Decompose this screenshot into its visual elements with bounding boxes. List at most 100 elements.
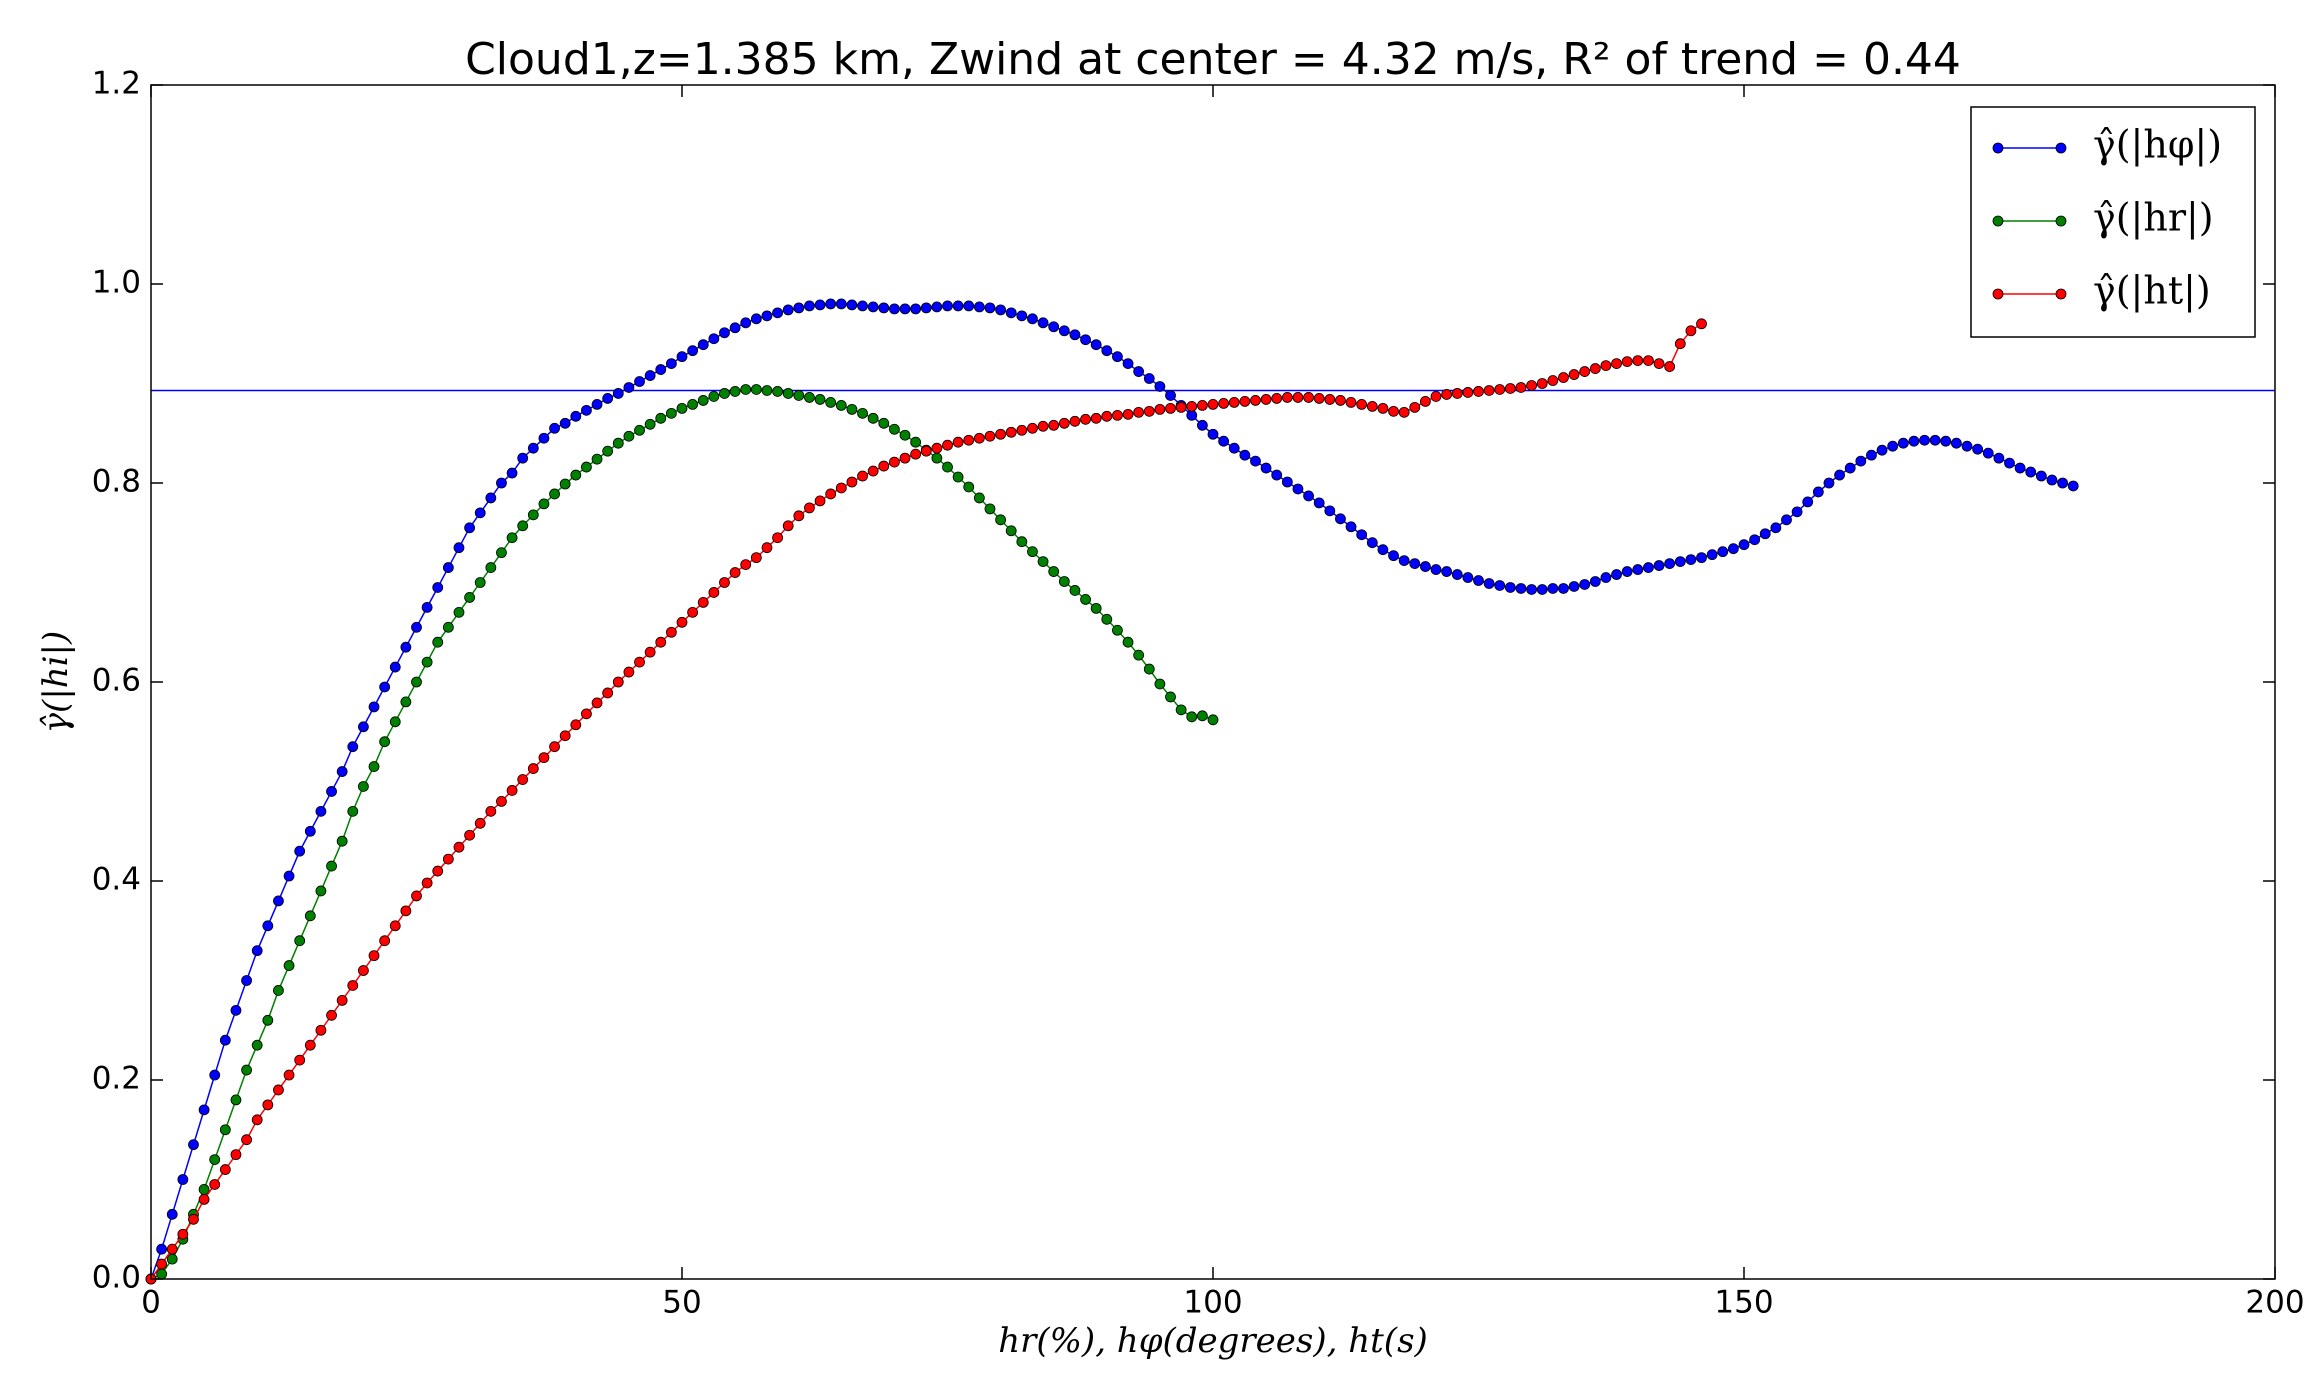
y-tick-label: 1.0: [92, 265, 141, 301]
data-point: [527, 509, 539, 521]
data-point: [1027, 422, 1038, 434]
data-point: [421, 877, 433, 889]
data-point: [570, 410, 582, 422]
data-point: [984, 302, 996, 314]
data-point: [835, 482, 847, 494]
data-point: [411, 890, 422, 902]
data-point: [517, 774, 529, 785]
x-tick-label: 50: [662, 1285, 701, 1321]
data-point: [1770, 522, 1782, 534]
legend: γ̂(|hφ|) γ̂(|hr|) γ̂(|ht|): [1970, 106, 2256, 338]
data-point: [995, 304, 1006, 316]
data-point: [1430, 391, 1442, 402]
data-point: [719, 388, 730, 399]
data-point: [1090, 412, 1102, 424]
data-point: [676, 616, 688, 628]
data-point: [198, 1184, 210, 1195]
data-point: [1515, 583, 1527, 594]
data-point: [2067, 480, 2079, 492]
data-point: [581, 708, 592, 720]
data-point: [1706, 549, 1718, 561]
data-point: [156, 1258, 168, 1270]
data-point: [952, 300, 964, 312]
data-point: [1972, 443, 1984, 455]
data-point: [984, 503, 996, 515]
data-point: [1632, 355, 1644, 367]
data-point: [1919, 434, 1930, 446]
data-point: [166, 1253, 178, 1265]
data-point: [1940, 435, 1952, 447]
data-point: [336, 995, 348, 1006]
legend-marker: [1992, 142, 2004, 154]
data-point: [634, 376, 645, 387]
data-point: [1016, 536, 1028, 548]
data-point: [804, 300, 815, 312]
data-point: [1791, 506, 1803, 518]
data-point: [1717, 546, 1729, 558]
data-point: [2057, 477, 2069, 489]
data-point: [1643, 355, 1654, 367]
data-point: [1504, 582, 1516, 593]
data-point: [910, 436, 922, 448]
data-point: [825, 298, 837, 310]
data-point: [602, 687, 614, 699]
data-point: [1398, 406, 1410, 418]
data-point: [1420, 396, 1431, 407]
data-point: [644, 370, 656, 381]
data-point: [2025, 466, 2037, 478]
data-point: [782, 520, 794, 532]
data-point: [1324, 505, 1336, 517]
plot-frame: [150, 84, 2276, 1280]
data-point: [719, 327, 730, 339]
data-point: [1579, 579, 1591, 590]
data-point: [1611, 569, 1622, 580]
data-point: [750, 384, 762, 395]
data-point: [538, 752, 550, 764]
data-point: [963, 300, 975, 312]
data-point: [1727, 543, 1739, 555]
data-point: [517, 520, 529, 532]
data-point: [772, 532, 783, 544]
data-point: [209, 1179, 221, 1190]
data-point: [474, 817, 486, 829]
data-point: [442, 621, 454, 633]
data-point: [1876, 444, 1888, 456]
data-point: [814, 299, 826, 311]
data-point: [687, 345, 699, 357]
data-point: [920, 302, 932, 314]
data-point: [782, 304, 794, 316]
data-point: [251, 945, 263, 957]
data-point: [1823, 477, 1835, 489]
data-point: [612, 437, 624, 449]
data-point: [241, 1134, 252, 1146]
data-point: [952, 471, 964, 483]
data-point: [230, 1094, 242, 1106]
data-point: [1292, 483, 1304, 495]
data-point: [835, 399, 847, 411]
data-point: [188, 1213, 199, 1225]
data-point: [655, 412, 667, 424]
data-point: [1749, 534, 1761, 546]
data-point: [2004, 457, 2015, 469]
data-point: [581, 461, 592, 473]
data-point: [708, 391, 720, 402]
data-point: [899, 452, 911, 464]
data-point: [1154, 678, 1166, 690]
data-point: [750, 552, 762, 564]
legend-marker: [2055, 142, 2067, 154]
data-point: [1951, 437, 1962, 449]
data-point: [357, 965, 369, 976]
data-point: [474, 507, 486, 519]
data-point: [347, 980, 359, 991]
data-point: [1887, 440, 1899, 452]
data-point: [570, 469, 582, 481]
data-point: [931, 301, 943, 313]
data-point: [1451, 569, 1463, 580]
data-point: [219, 1164, 231, 1175]
data-point: [687, 398, 699, 410]
data-point: [549, 741, 560, 753]
data-point: [421, 656, 433, 668]
data-point: [432, 636, 444, 648]
data-point: [347, 805, 359, 817]
